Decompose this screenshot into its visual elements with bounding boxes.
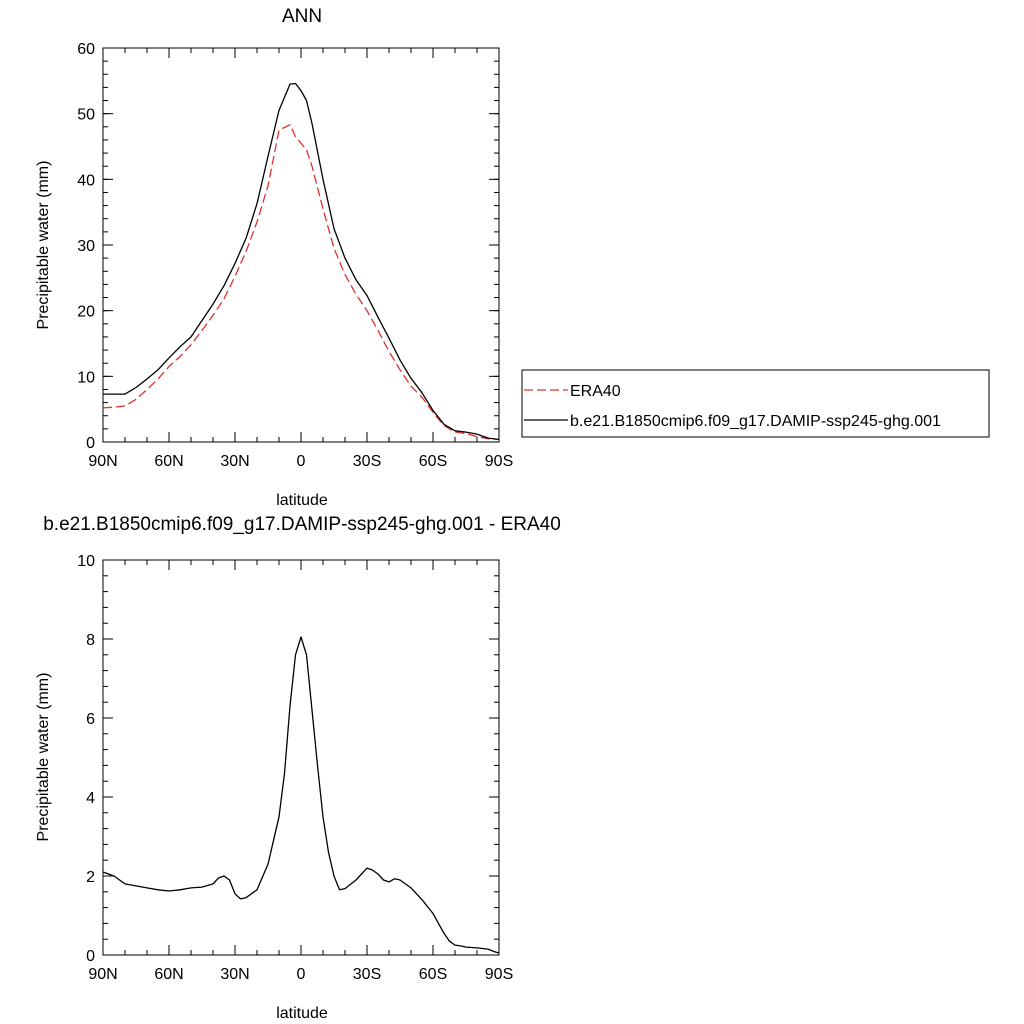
y-tick-label: 40 xyxy=(77,172,95,189)
x-tick-label: 30S xyxy=(353,453,381,470)
top-panel-title: ANN xyxy=(282,6,322,27)
series-line-0 xyxy=(102,636,500,954)
y-tick-label: 60 xyxy=(77,41,95,58)
bottom-series-layer xyxy=(102,636,500,954)
y-tick-label: 0 xyxy=(86,948,95,965)
bottom-panel-title: b.e21.B1850cmip6.f09_g17.DAMIP-ssp245-gh… xyxy=(43,514,561,535)
bottom-x-axis-label: latitude xyxy=(276,1005,328,1022)
x-tick-label: 0 xyxy=(297,966,306,983)
legend-box xyxy=(521,369,990,438)
bottom-plot-frame xyxy=(102,559,500,956)
y-tick-label: 2 xyxy=(86,869,95,886)
top-panel: ANN 90N 60N 30N 0 30S 60S 90S 0 10 20 30 40 50 60 lat… xyxy=(35,6,513,509)
y-tick-label: 4 xyxy=(86,790,95,807)
x-tick-label: 60S xyxy=(419,453,447,470)
x-tick-label: 60N xyxy=(154,966,183,983)
x-tick-label: 90N xyxy=(88,966,117,983)
bottom-y-axis-label: Precipitable water (mm) xyxy=(35,673,52,842)
y-tick-label: 20 xyxy=(77,304,95,321)
top-y-axis-label: Precipitable water (mm) xyxy=(35,161,52,330)
top-x-axis-label: latitude xyxy=(276,492,328,509)
x-tick-label: 60N xyxy=(154,453,183,470)
series-line-0 xyxy=(102,124,500,441)
y-tick-label: 0 xyxy=(86,435,95,452)
y-tick-label: 8 xyxy=(86,632,95,649)
x-tick-label: 90S xyxy=(485,966,513,983)
x-tick-label: 0 xyxy=(297,453,306,470)
y-tick-label: 10 xyxy=(77,369,95,386)
bottom-panel: b.e21.B1850cmip6.f09_g17.DAMIP-ssp245-gh… xyxy=(35,514,561,1022)
x-tick-label: 60S xyxy=(419,966,447,983)
x-tick-label: 30N xyxy=(220,966,249,983)
series-line-1 xyxy=(103,82,500,441)
x-tick-label: 30N xyxy=(220,453,249,470)
y-tick-label: 50 xyxy=(77,107,95,124)
bottom-axis-ticks: 90N 60N 30N 0 30S 60S 90S 0 2 4 6 8 10 xyxy=(77,553,513,983)
top-series-layer xyxy=(102,82,500,441)
y-tick-label: 10 xyxy=(77,553,95,570)
x-tick-label: 30S xyxy=(353,966,381,983)
top-plot-frame xyxy=(102,47,500,443)
x-tick-label: 90N xyxy=(88,453,117,470)
y-tick-label: 30 xyxy=(77,238,95,255)
top-axis-ticks: 90N 60N 30N 0 30S 60S 90S 0 10 20 30 40 50 60 xyxy=(77,41,513,470)
x-tick-label: 90S xyxy=(485,453,513,470)
legend: ERA40 b.e21.B1850cmip6.f09_g17.DAMIP-ssp… xyxy=(521,369,990,438)
legend-label-model: b.e21.B1850cmip6.f09_g17.DAMIP-ssp245-gh… xyxy=(570,413,941,430)
y-tick-label: 6 xyxy=(86,711,95,728)
legend-label-era40: ERA40 xyxy=(570,383,621,400)
